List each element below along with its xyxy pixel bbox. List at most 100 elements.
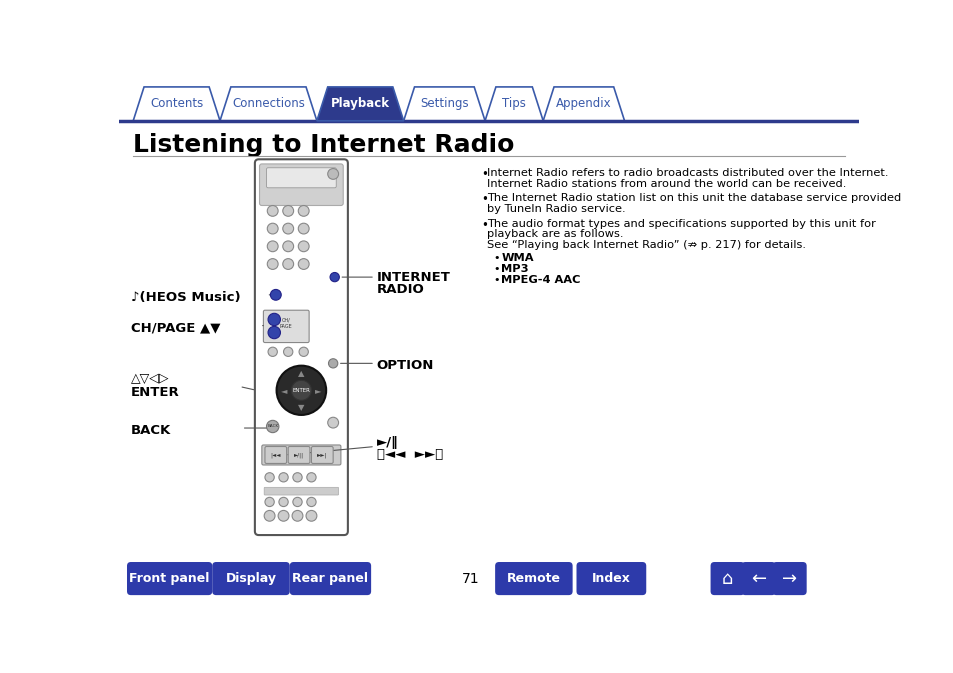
Circle shape xyxy=(330,273,339,282)
Circle shape xyxy=(328,417,338,428)
Text: RADIO: RADIO xyxy=(376,283,424,296)
Polygon shape xyxy=(133,87,220,120)
Text: ←: ← xyxy=(750,569,765,588)
Text: MPEG-4 AAC: MPEG-4 AAC xyxy=(500,275,580,285)
Circle shape xyxy=(268,314,280,326)
Polygon shape xyxy=(403,87,484,120)
Circle shape xyxy=(268,347,277,357)
Circle shape xyxy=(266,421,278,433)
Circle shape xyxy=(298,223,309,234)
Circle shape xyxy=(278,497,288,507)
FancyBboxPatch shape xyxy=(212,562,290,595)
Text: →: → xyxy=(781,569,797,588)
Text: •: • xyxy=(480,193,488,206)
Circle shape xyxy=(283,347,293,357)
Circle shape xyxy=(267,205,278,216)
Circle shape xyxy=(292,510,303,521)
Text: ENTER: ENTER xyxy=(131,386,179,399)
Text: ►/‖: ►/‖ xyxy=(376,436,398,449)
FancyBboxPatch shape xyxy=(266,168,335,188)
Text: ⏮◄◄  ►►⏭: ⏮◄◄ ►►⏭ xyxy=(376,448,442,462)
Text: •: • xyxy=(480,219,488,232)
Circle shape xyxy=(282,258,294,269)
Circle shape xyxy=(307,472,315,482)
Text: Front panel: Front panel xyxy=(130,572,210,585)
Polygon shape xyxy=(316,87,403,120)
Text: BACK: BACK xyxy=(131,424,171,437)
Circle shape xyxy=(298,241,309,252)
Text: •: • xyxy=(493,275,499,285)
FancyBboxPatch shape xyxy=(127,562,212,595)
FancyBboxPatch shape xyxy=(265,446,286,464)
FancyBboxPatch shape xyxy=(311,446,333,464)
Text: Internet Radio refers to radio broadcasts distributed over the Internet.: Internet Radio refers to radio broadcast… xyxy=(487,168,888,178)
Circle shape xyxy=(278,472,288,482)
Circle shape xyxy=(265,497,274,507)
FancyBboxPatch shape xyxy=(495,562,572,595)
Circle shape xyxy=(278,510,289,521)
FancyBboxPatch shape xyxy=(261,445,340,465)
Text: △▽◁▷: △▽◁▷ xyxy=(131,372,170,385)
Text: •: • xyxy=(493,264,499,274)
Circle shape xyxy=(291,380,311,400)
FancyBboxPatch shape xyxy=(576,562,645,595)
Text: MP3: MP3 xyxy=(500,264,528,274)
Text: Display: Display xyxy=(225,572,276,585)
Circle shape xyxy=(293,472,302,482)
FancyBboxPatch shape xyxy=(263,310,309,343)
Text: Appendix: Appendix xyxy=(556,98,611,110)
Text: •: • xyxy=(493,253,499,263)
Text: Remote: Remote xyxy=(506,572,560,585)
Text: ►: ► xyxy=(314,386,321,395)
Circle shape xyxy=(298,258,309,269)
Text: ▼: ▼ xyxy=(297,402,304,412)
Circle shape xyxy=(282,223,294,234)
Circle shape xyxy=(298,347,308,357)
Text: The Internet Radio station list on this unit the database service provided: The Internet Radio station list on this … xyxy=(487,193,901,203)
Text: Listening to Internet Radio: Listening to Internet Radio xyxy=(133,133,514,157)
Text: Connections: Connections xyxy=(232,98,305,110)
Text: |◄◄: |◄◄ xyxy=(271,452,281,458)
Text: CH/
PAGE: CH/ PAGE xyxy=(279,318,292,328)
Text: See “Playing back Internet Radio” (⇏ p. 217) for details.: See “Playing back Internet Radio” (⇏ p. … xyxy=(487,240,805,250)
Text: Contents: Contents xyxy=(150,98,203,110)
Text: ►/||: ►/|| xyxy=(294,452,304,458)
Polygon shape xyxy=(484,87,542,120)
FancyBboxPatch shape xyxy=(264,487,338,495)
Circle shape xyxy=(267,223,278,234)
Text: ▲: ▲ xyxy=(297,369,304,378)
Circle shape xyxy=(293,497,302,507)
FancyBboxPatch shape xyxy=(254,160,348,535)
Circle shape xyxy=(267,241,278,252)
Circle shape xyxy=(282,205,294,216)
Text: WMA: WMA xyxy=(500,253,534,263)
Text: CH/PAGE ▲▼: CH/PAGE ▲▼ xyxy=(131,322,220,334)
FancyBboxPatch shape xyxy=(288,446,310,464)
Text: ◄: ◄ xyxy=(281,386,287,395)
Text: INTERNET: INTERNET xyxy=(376,271,450,284)
FancyBboxPatch shape xyxy=(710,562,744,595)
Circle shape xyxy=(306,510,316,521)
FancyBboxPatch shape xyxy=(772,562,806,595)
Text: Settings: Settings xyxy=(419,98,468,110)
Circle shape xyxy=(328,168,338,179)
Text: 71: 71 xyxy=(461,571,478,586)
Text: ♪(HEOS Music): ♪(HEOS Music) xyxy=(131,291,240,304)
Text: Tips: Tips xyxy=(501,98,525,110)
Circle shape xyxy=(307,497,315,507)
Text: Internet Radio stations from around the world can be received.: Internet Radio stations from around the … xyxy=(487,178,846,188)
Text: Index: Index xyxy=(591,572,630,585)
FancyBboxPatch shape xyxy=(259,164,343,205)
Text: ENTER: ENTER xyxy=(293,388,310,393)
Circle shape xyxy=(276,365,326,415)
Polygon shape xyxy=(542,87,624,120)
Text: by TuneIn Radio service.: by TuneIn Radio service. xyxy=(487,204,625,214)
Text: Rear panel: Rear panel xyxy=(293,572,368,585)
Polygon shape xyxy=(220,87,316,120)
Circle shape xyxy=(267,258,278,269)
Text: ►►|: ►►| xyxy=(316,452,327,458)
FancyBboxPatch shape xyxy=(740,562,775,595)
Circle shape xyxy=(328,359,337,368)
Circle shape xyxy=(298,205,309,216)
Text: •: • xyxy=(480,168,488,181)
